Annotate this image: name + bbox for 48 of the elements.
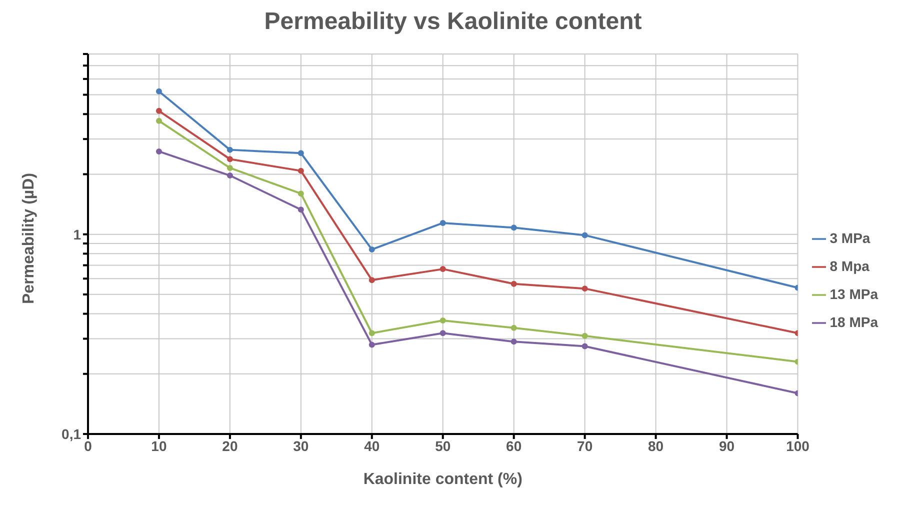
chart-title: Permeability vs Kaolinite content (263, 8, 643, 37)
point (582, 343, 588, 350)
legend-label: 13 MPa (830, 286, 878, 302)
point (368, 342, 375, 348)
point (582, 332, 588, 339)
point (440, 266, 446, 272)
point (440, 220, 446, 226)
legend-label: 18 MPa (830, 314, 878, 330)
x-tick-label: 40 (364, 438, 380, 454)
point (298, 168, 304, 174)
legend-label: 8 Mpa (830, 258, 870, 274)
x-axis-title: Kaolinite content (%) (363, 471, 522, 488)
point (226, 156, 233, 162)
x-tick-label: 0 (84, 438, 92, 454)
point (226, 146, 233, 153)
point (226, 164, 233, 171)
x-tick-label: 100 (786, 438, 810, 454)
legend-label: 3 MPa (830, 230, 870, 246)
x-tick-label: 60 (506, 438, 522, 454)
y-tick-label: 0,1 (62, 426, 82, 442)
x-tick-label: 50 (435, 438, 451, 454)
point (582, 286, 588, 292)
point (298, 190, 304, 197)
point (156, 118, 162, 124)
point (510, 338, 517, 345)
x-tick-label: 70 (577, 438, 593, 454)
y-tick-label: 1 (73, 226, 82, 242)
point (156, 148, 162, 154)
point (156, 88, 162, 94)
point (298, 206, 304, 213)
x-tick-label: 20 (222, 438, 238, 454)
point (368, 330, 375, 336)
point (582, 232, 588, 238)
point (440, 330, 446, 336)
point (298, 150, 304, 156)
x-tick-label: 90 (718, 438, 735, 454)
point (510, 280, 517, 287)
point (226, 172, 233, 179)
point (368, 277, 375, 284)
point (510, 224, 517, 231)
point (368, 246, 375, 252)
point (510, 324, 517, 331)
x-tick-label: 80 (648, 438, 664, 454)
x-tick-label: 10 (151, 438, 167, 454)
y-axis-title: Permeability (µD) (20, 172, 38, 304)
x-tick-label: 30 (293, 438, 309, 454)
point (156, 108, 162, 114)
point (440, 318, 446, 324)
